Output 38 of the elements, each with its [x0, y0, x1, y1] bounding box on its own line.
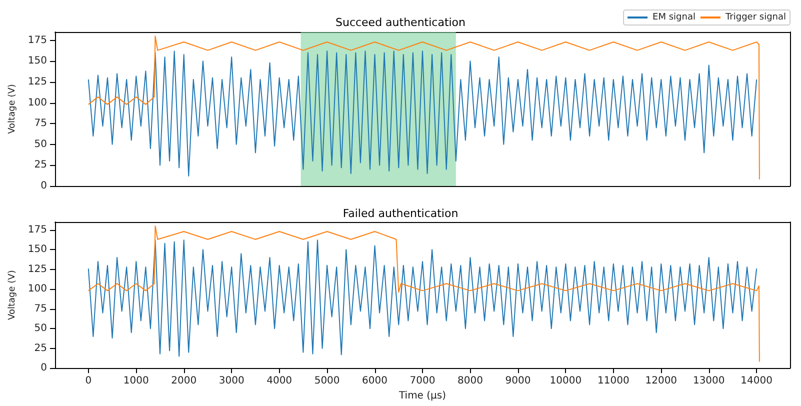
y-tick-label: 50 — [34, 323, 47, 334]
y-axis-title: Voltage (V) — [8, 84, 18, 134]
x-tick-label: 7000 — [410, 376, 436, 387]
x-tick-label: 11000 — [598, 376, 630, 387]
y-tick-label: 150 — [28, 244, 47, 256]
y-tick-label: 150 — [28, 56, 47, 67]
y-tick-label: 75 — [34, 118, 47, 130]
x-tick-label: 14000 — [740, 376, 772, 387]
y-tick-label: 0 — [40, 180, 47, 192]
x-tick-label: 3000 — [218, 376, 244, 387]
x-tick-label: 9000 — [505, 376, 531, 387]
chart-title: Succeed authentication — [335, 16, 466, 29]
y-tick-label: 0 — [40, 362, 47, 374]
y-tick-label: 125 — [28, 264, 47, 275]
legend-label: EM signal — [652, 12, 696, 22]
x-tick-label: 0 — [85, 376, 92, 387]
y-tick-label: 100 — [28, 284, 47, 295]
x-tick-label: 6000 — [362, 376, 388, 387]
y-tick-label: 75 — [34, 303, 47, 314]
chart-title: Failed authentication — [342, 207, 458, 220]
y-tick-label: 25 — [34, 342, 47, 354]
y-tick-label: 25 — [34, 160, 47, 171]
y-tick-label: 125 — [28, 76, 47, 88]
y-axis-title: Voltage (V) — [8, 270, 18, 320]
x-axis-title: Time (µs) — [398, 390, 446, 402]
x-tick-label: 2000 — [171, 376, 197, 387]
legend-label: Trigger signal — [724, 12, 786, 22]
x-tick-label: 10000 — [550, 376, 582, 387]
x-tick-label: 5000 — [314, 376, 340, 387]
y-tick-label: 50 — [34, 138, 47, 150]
y-tick-label: 175 — [28, 34, 47, 46]
x-tick-label: 8000 — [458, 376, 483, 387]
x-tick-label: 1000 — [123, 376, 149, 387]
x-tick-label: 12000 — [645, 376, 678, 387]
y-tick-label: 100 — [28, 97, 47, 108]
x-tick-label: 13000 — [692, 376, 725, 387]
y-tick-label: 175 — [28, 224, 47, 236]
x-tick-label: 4000 — [266, 376, 292, 387]
